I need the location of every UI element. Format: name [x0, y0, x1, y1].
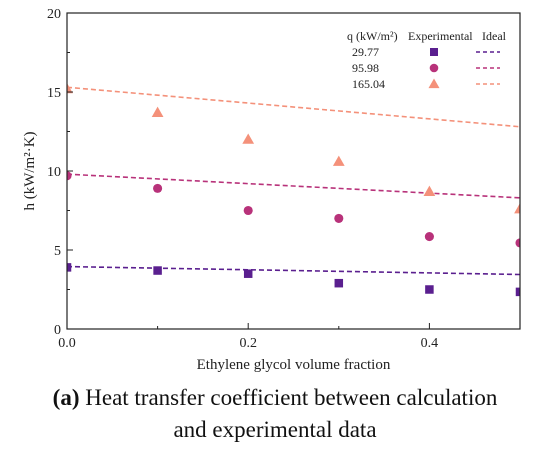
caption-label-open: ( — [52, 385, 61, 410]
x-axis-label: Ethylene glycol volume fraction — [197, 357, 391, 373]
legend-header-q: q (kW/m²) — [347, 29, 398, 43]
x-tick-label-2: 0.4 — [421, 336, 439, 351]
data-point-circle-5 — [515, 238, 520, 248]
plot-area — [67, 82, 520, 297]
caption-label-close: ) — [71, 385, 80, 410]
y-tick-label-0: 0 — [54, 323, 61, 338]
data-point-square-2 — [243, 269, 253, 278]
data-point-triangle-4 — [423, 185, 436, 196]
plot-frame — [66, 12, 521, 330]
data-point-circle-2 — [243, 205, 253, 216]
legend-label-circle: 95.98 — [352, 61, 379, 75]
data-point-triangle-3 — [332, 155, 345, 166]
data-point-square-4 — [425, 285, 434, 294]
data-point-circle-1 — [153, 183, 163, 193]
legend-label-square: 29.77 — [352, 45, 379, 59]
data-point-circle-0 — [67, 171, 72, 181]
caption-line-2: and experimental data — [173, 417, 377, 442]
x-tick-label-1: 0.2 — [239, 336, 257, 351]
heat-transfer-chart: 0 5 10 15 20 0.0 0.2 0.4 Ethylene glycol volume … — [22, 7, 521, 373]
legend-marker-circle — [429, 63, 439, 73]
ideal-line-triangle — [67, 86, 520, 128]
data-point-square-0 — [67, 263, 72, 272]
y-tick-label-3: 15 — [47, 86, 61, 101]
y-tick-label-1: 5 — [54, 244, 61, 259]
data-point-circle-4 — [424, 232, 434, 242]
data-point-triangle-2 — [242, 133, 255, 144]
data-point-square-3 — [334, 278, 344, 288]
x-tick-label-0: 0.0 — [58, 336, 76, 351]
legend-marker-square — [430, 48, 438, 56]
data-point-circle-3 — [334, 213, 344, 223]
data-point-triangle-1 — [151, 106, 164, 117]
legend-header-experimental: Experimental — [408, 29, 473, 43]
data-point-square-1 — [153, 266, 162, 275]
ideal-line-circle — [67, 173, 520, 199]
data-point-square-5 — [515, 287, 520, 297]
data-point-triangle-5 — [514, 203, 520, 214]
legend-header-ideal: Ideal — [482, 29, 507, 43]
figure-caption: (a) Heat transfer coefficient between ca… — [0, 382, 550, 446]
legend-marker-triangle — [428, 78, 440, 89]
data-point-triangle-0 — [67, 82, 73, 94]
caption-line-1: Heat transfer coefficient between calcul… — [85, 385, 498, 410]
y-tick-label-4: 20 — [47, 7, 61, 22]
caption-label: a — [60, 385, 72, 410]
legend-label-triangle: 165.04 — [352, 77, 385, 91]
ideal-line-square — [67, 265, 520, 276]
y-tick-label-2: 10 — [47, 165, 61, 180]
y-axis-label: h (kW/m²·K) — [22, 131, 38, 210]
